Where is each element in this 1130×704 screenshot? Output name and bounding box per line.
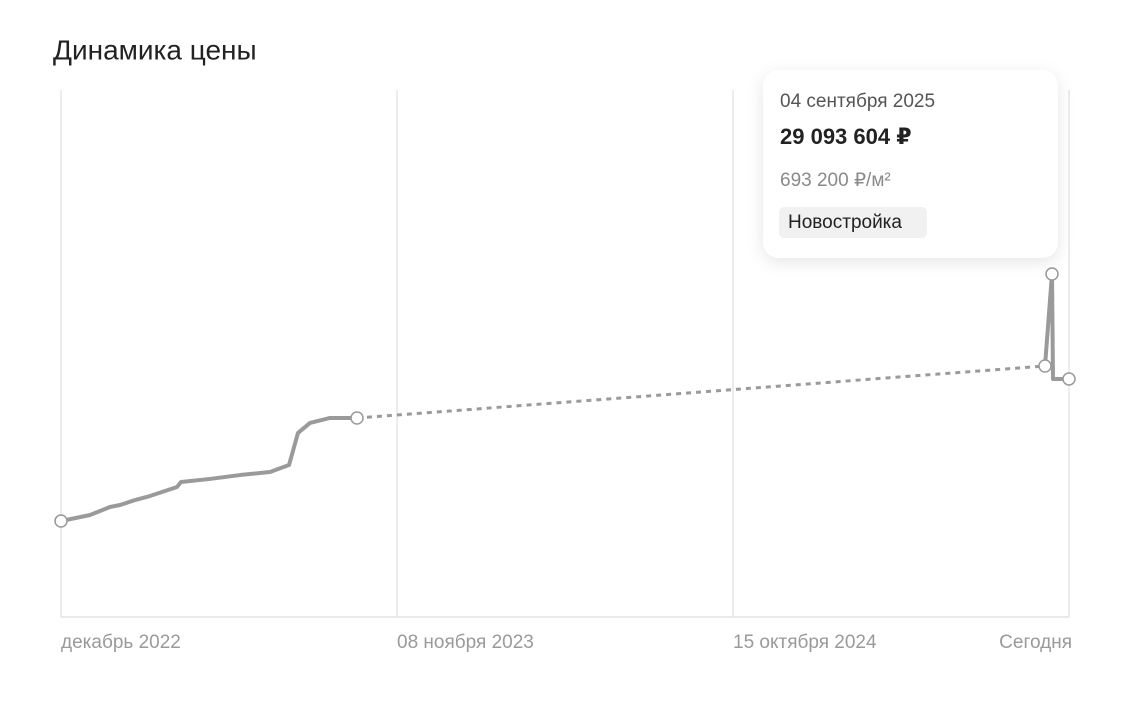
x-tick-label: Сегодня [999, 632, 1072, 653]
tooltip-badge-bg [779, 207, 927, 238]
price-line [1043, 271, 1069, 381]
grid: декабрь 2022 08 ноября 2023 15 октября 202… [60, 90, 1072, 653]
tooltip-badge: Новостройка [788, 212, 902, 233]
tooltip-price-per-m2: 693 200 ₽/м² [780, 170, 891, 191]
point-marker [54, 514, 68, 528]
x-tick-label: 08 ноября 2023 [397, 632, 534, 653]
point-marker [1062, 372, 1076, 386]
point-marker [1045, 267, 1059, 281]
x-tick-label: 15 октября 2024 [733, 632, 877, 653]
connector-line [356, 364, 1046, 420]
price-line [60, 415, 357, 523]
plot [54, 267, 1076, 528]
point-marker [1038, 359, 1052, 373]
tooltip-price: 29 093 604 ₽ [780, 124, 912, 149]
tooltip-date: 04 сентября 2025 [780, 91, 935, 112]
point-marker [350, 411, 364, 425]
chart-title: Динамика цены [53, 34, 257, 65]
x-tick-label: декабрь 2022 [61, 632, 181, 653]
tooltip: 04 сентября 2025 29 093 604 ₽ 693 200 ₽/… [763, 70, 1058, 258]
